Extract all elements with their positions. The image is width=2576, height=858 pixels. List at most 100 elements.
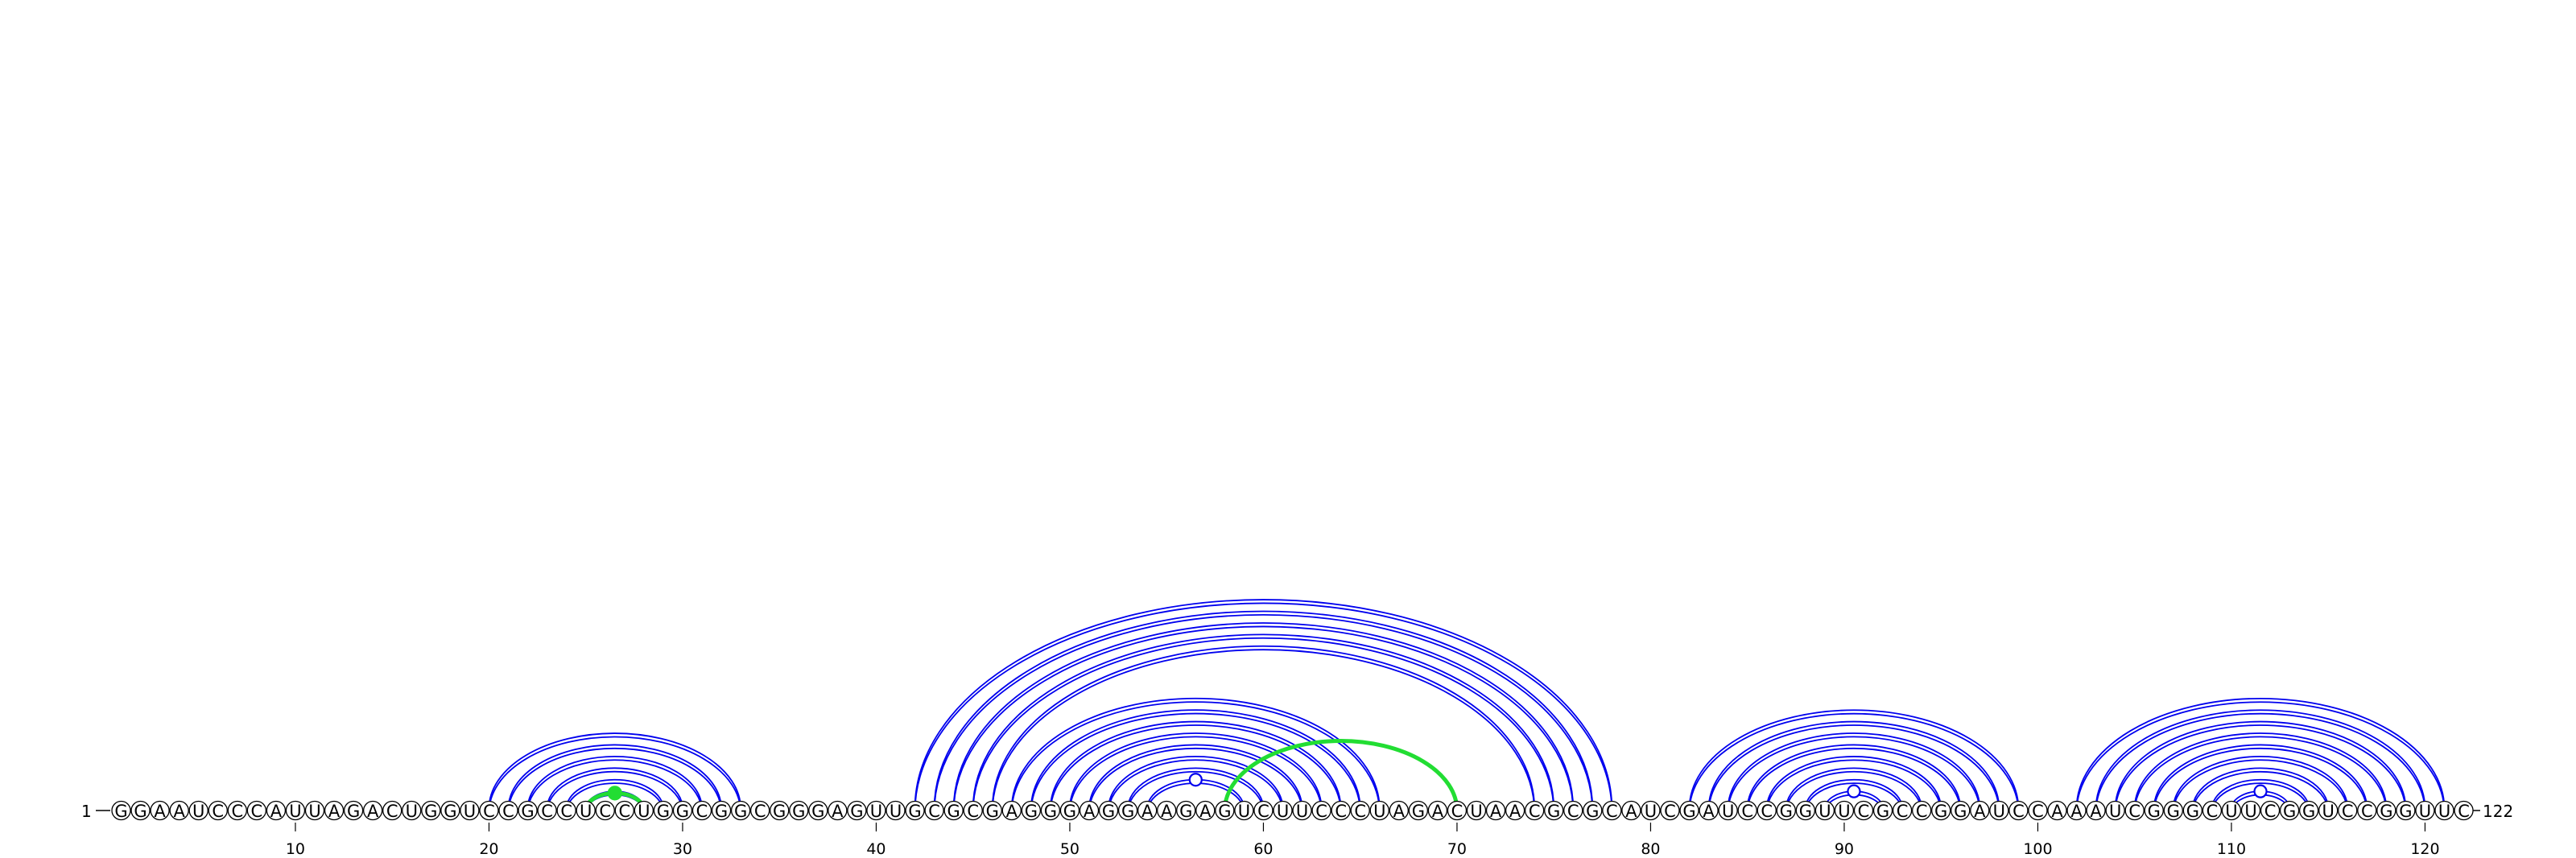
blue-arc-107-116-b — [2172, 759, 2349, 813]
nucleotide-circle — [1117, 800, 1138, 821]
nucleotide-circle — [2124, 800, 2145, 821]
nucleotide: A — [1505, 800, 1525, 821]
nucleotide-circle — [1892, 800, 1913, 821]
nucleotide-letter: A — [173, 802, 185, 821]
nucleotide-letter: G — [444, 802, 456, 821]
nucleotide: G — [2279, 800, 2300, 821]
nucleotide-circle — [362, 800, 383, 821]
nucleotide-letter: C — [1567, 802, 1579, 821]
nucleotide-letter: C — [502, 802, 514, 821]
nucleotide: C — [2008, 800, 2029, 821]
nucleotide-letter: G — [1876, 802, 1889, 821]
nucleotide: A — [828, 800, 848, 821]
nucleotide-letter: G — [1682, 802, 1695, 821]
nucleotide-circle — [440, 800, 460, 821]
nucleotide: A — [1699, 800, 1719, 821]
nucleotide-letter: G — [792, 802, 805, 821]
nucleotide: A — [1001, 800, 1022, 821]
nucleotide-circle — [828, 800, 848, 821]
nucleotide-letter: G — [986, 802, 999, 821]
blue-arc-21-32-b — [507, 747, 722, 813]
nucleotide-circle — [208, 800, 228, 821]
nucleotide-letter: G — [2302, 802, 2315, 821]
nucleotide-circle — [2221, 800, 2242, 821]
nucleotide-letter: G — [1044, 802, 1057, 821]
nucleotide-letter: C — [2458, 802, 2470, 821]
nucleotide: C — [2338, 800, 2358, 821]
nucleotide: G — [847, 800, 867, 821]
nucleotide-letter: C — [618, 802, 630, 821]
nucleotide-circle — [1602, 800, 1622, 821]
nucleotide: A — [324, 800, 345, 821]
blue-arc-45-75-a — [972, 633, 1555, 809]
nucleotide: U — [866, 800, 886, 821]
nucleotide: C — [691, 800, 712, 821]
nucleotide-circle — [2434, 800, 2454, 821]
nucleotide-circle — [614, 800, 634, 821]
blue-arc-49-64-a — [1050, 720, 1342, 809]
nucleotide: G — [1408, 800, 1428, 821]
nucleotide-letter: G — [715, 802, 728, 821]
tick-label: 80 — [1641, 840, 1660, 858]
nucleotide: G — [1117, 800, 1138, 821]
blue-arc-52-61-a — [1108, 755, 1284, 809]
nucleotide-circle — [188, 800, 208, 821]
nucleotide: G — [1795, 800, 1816, 821]
nucleotide: C — [595, 800, 615, 821]
nucleotide-circle — [1311, 800, 1331, 821]
nucleotide-letter: C — [967, 802, 979, 821]
nucleotide: C — [2028, 800, 2048, 821]
blue-arc-87-94-b — [1785, 770, 1923, 813]
blue-arc-85-96-b — [1746, 747, 1962, 813]
nucleotide-letter: U — [1296, 802, 1308, 821]
nucleotide: C — [614, 800, 634, 821]
nucleotide: A — [1970, 800, 1990, 821]
nucleotide: A — [2086, 800, 2106, 821]
tick-label: 10 — [286, 840, 305, 858]
nucleotide-circle — [595, 800, 615, 821]
nucleotide-letter: U — [406, 802, 418, 821]
nucleotide-letter: U — [2419, 802, 2431, 821]
nucleotide: C — [246, 800, 267, 821]
nucleotide-circle — [2298, 800, 2319, 821]
nucleotide-letter: A — [1974, 802, 1986, 821]
nucleotide: C — [1563, 800, 1583, 821]
nucleotide-letter: A — [1509, 802, 1521, 821]
nucleotide-circle — [1195, 800, 1216, 821]
nucleotide-letter: C — [231, 802, 243, 821]
nucleotide: C — [750, 800, 770, 821]
nucleotide-circle — [1563, 800, 1583, 821]
nucleotide-letter: G — [947, 802, 960, 821]
nucleotide-letter: G — [1121, 802, 1134, 821]
nucleotide-circle — [1660, 800, 1680, 821]
nucleotide: C — [556, 800, 576, 821]
blue-arc-49-64-b — [1050, 724, 1342, 813]
nucleotide-circle — [498, 800, 518, 821]
nucleotide-circle — [2240, 800, 2261, 821]
nucleotide-circle — [304, 800, 325, 821]
nucleotide-letter: A — [328, 802, 341, 821]
nucleotide: U — [1292, 800, 1312, 821]
nucleotide-circle — [1273, 800, 1293, 821]
nucleotide-letter: C — [754, 802, 766, 821]
nucleotide-circle — [1718, 800, 1738, 821]
nucleotide-letter: G — [773, 802, 786, 821]
nucleotide: A — [1195, 800, 1216, 821]
nucleotide: G — [1059, 800, 1080, 821]
nucleotide-letter: G — [908, 802, 921, 821]
nucleotide-letter: A — [1432, 802, 1444, 821]
blue-marker-1 — [1188, 773, 1203, 787]
arc-layer — [488, 599, 2446, 813]
nucleotide-circle — [111, 800, 131, 821]
nucleotide-letter: G — [1063, 802, 1076, 821]
nucleotide: G — [943, 800, 964, 821]
blue-arc-47-66-b — [1010, 701, 1381, 813]
nucleotide: U — [2240, 800, 2261, 821]
nucleotide-letter: A — [832, 802, 844, 821]
nucleotide-letter: U — [192, 802, 204, 821]
nucleotide-circle — [808, 800, 828, 821]
nucleotide: A — [1427, 800, 1448, 821]
blue-arc-51-62-a — [1088, 744, 1303, 809]
nucleotide-circle — [1427, 800, 1448, 821]
